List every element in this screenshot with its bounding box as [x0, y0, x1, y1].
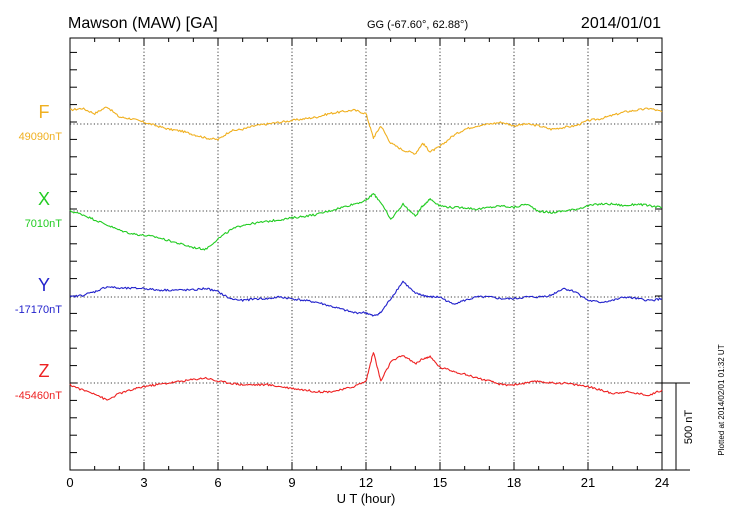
scale-bar: 500 nT — [662, 382, 695, 471]
series-lines — [69, 106, 663, 401]
series-line-y — [69, 280, 663, 317]
series-baseline-x: 7010nT — [25, 218, 63, 230]
series-baseline-f: 49090nT — [19, 131, 63, 143]
series-baseline-y: -17170nT — [15, 304, 62, 316]
series-labels: F 49090nT X 7010nT Y -17170nT Z -45460nT — [15, 102, 62, 402]
series-line-z — [69, 352, 663, 401]
chart-date: 2014/01/01 — [581, 15, 661, 32]
x-tick-label: 6 — [214, 475, 221, 490]
station-coords: GG (-67.60°, 62.88°) — [367, 19, 468, 31]
plotted-timestamp: Plotted at 2014/02/01 01:32 UT — [717, 344, 726, 455]
x-tick-label: 21 — [581, 475, 595, 490]
axis-ticks — [69, 38, 663, 471]
series-name-z: Z — [39, 361, 50, 381]
x-axis-label: U T (hour) — [337, 491, 396, 506]
series-line-x — [69, 193, 663, 251]
x-tick-label: 18 — [507, 475, 521, 490]
x-tick-label: 15 — [433, 475, 447, 490]
x-tick-label: 3 — [140, 475, 147, 490]
x-tick-labels: 0 3 6 9 12 15 18 21 24 — [66, 475, 669, 490]
series-name-y: Y — [38, 275, 50, 295]
station-title: Mawson (MAW) [GA] — [68, 15, 218, 32]
series-baseline-z: -45460nT — [15, 390, 62, 402]
x-tick-label: 0 — [66, 475, 73, 490]
series-line-f — [69, 106, 663, 155]
x-tick-label: 24 — [655, 475, 669, 490]
x-tick-label: 9 — [288, 475, 295, 490]
x-tick-label: 12 — [359, 475, 373, 490]
series-name-x: X — [38, 189, 50, 209]
series-name-f: F — [39, 102, 50, 122]
grid-lines — [70, 38, 662, 470]
scale-bar-label: 500 nT — [683, 410, 695, 445]
